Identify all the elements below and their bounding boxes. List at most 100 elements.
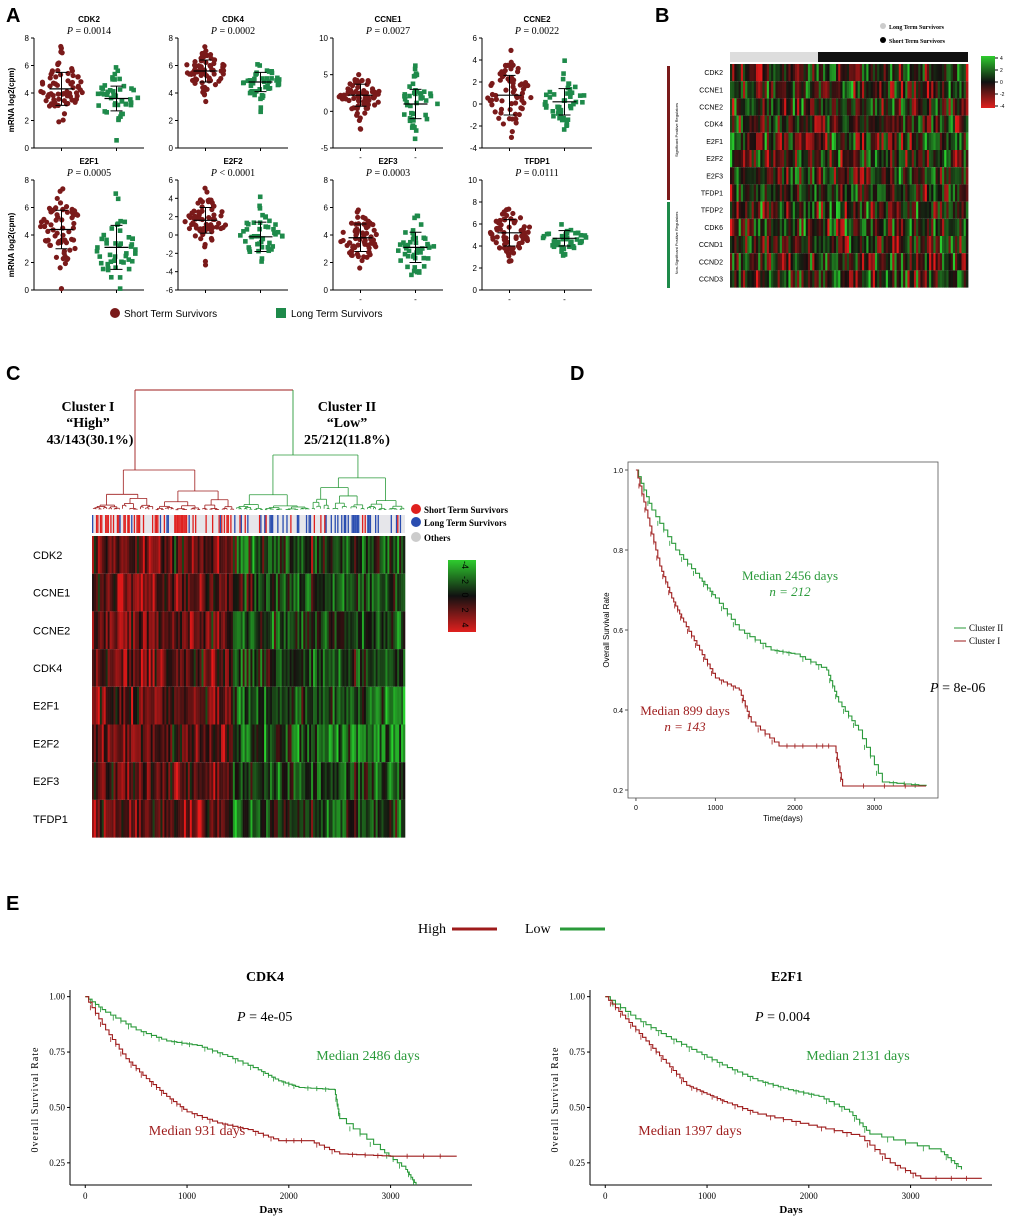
heatmap-cell [929,201,932,219]
heatmap-cell [166,573,169,612]
heatmap-cell [344,611,347,650]
data-point [365,79,371,85]
heatmap-cell [238,649,241,687]
heatmap-cell [790,150,794,168]
heatmap-cell [866,115,869,133]
heatmap-cell [236,649,240,687]
heatmap-cell [758,253,761,271]
heatmap-cell [338,724,341,763]
heatmap-cell [152,611,155,650]
p-value-label: P < 0.0001 [210,168,255,179]
heatmap-cell [816,132,820,150]
heatmap-cell [732,64,735,82]
data-point [274,78,279,83]
heatmap-cell [117,536,120,574]
heatmap-cell [170,724,173,763]
heatmap-cell [164,799,167,838]
heatmap-cell [939,236,943,254]
data-point [192,63,198,70]
heatmap-cell [111,724,114,763]
heatmap-cell [356,799,359,838]
heatmap-cell [395,649,398,687]
legend-long-text: Long Term Survivors [889,25,945,31]
annotation-tick [137,515,139,533]
data-point [70,85,76,91]
heatmap-cell [189,573,193,612]
heatmap-cell [158,536,161,574]
heatmap-cell [961,150,965,168]
heatmap-cell [342,762,345,800]
heatmap-cell [283,573,286,612]
heatmap-cell [131,573,134,612]
heatmap-cell [270,536,273,574]
heatmap-cell [870,64,874,82]
heatmap-cell [892,98,895,116]
heatmap-cell [963,218,967,236]
heatmap-cell [740,81,744,99]
heatmap-cell [948,81,952,99]
heatmap-cell [939,98,943,116]
heatmap-cell [944,218,947,236]
data-point [428,93,434,99]
heatmap-cell [289,649,292,687]
data-point [133,247,138,252]
heatmap-cell [926,64,930,82]
data-point [112,102,118,108]
heatmap-cell [866,64,869,82]
heatmap-cell [232,762,236,800]
heatmap-cell [119,573,122,612]
data-point [78,79,84,85]
data-point [60,186,66,192]
heatmap-cell [777,150,781,168]
heatmap-cell [318,611,322,650]
heatmap-cell [905,98,908,116]
data-point [401,112,407,117]
heatmap-cell [285,724,288,763]
heatmap-cell [766,236,770,254]
annotation-tick [183,515,185,533]
heatmap-cell [823,81,826,99]
legend-low-label: Low [525,922,552,937]
heatmap-cell [868,253,872,271]
data-point [47,242,54,249]
heatmap-cell [174,762,177,800]
heatmap-cell [900,201,904,219]
heatmap-cell [99,536,103,574]
data-point [99,91,105,96]
heatmap-cell [755,270,759,288]
heatmap-cell [324,686,328,725]
heatmap-cell [234,724,238,763]
heatmap-cell [287,799,290,838]
heatmap-cell [833,201,837,219]
heatmap-cell [926,132,930,150]
heatmap-cell [736,184,740,202]
heatmap-cell [816,184,820,202]
heatmap-cell [840,236,843,254]
heatmap-cell [825,218,828,236]
heatmap-cell [898,132,902,150]
data-point [398,258,403,263]
data-point [411,111,416,116]
heatmap-cell [777,167,781,185]
heatmap-cell [955,81,958,99]
data-point [418,96,423,101]
annotation-tick [364,515,366,533]
heatmap-cell [950,201,954,219]
y-tick-label: 2 [473,264,478,273]
data-point [489,102,495,108]
data-point [421,255,427,261]
gene-label-e2f2: E2F2 [706,156,723,163]
heatmap-cell [957,150,960,168]
heatmap-cell [786,236,789,254]
gene-label-tfdp2: TFDP2 [701,208,723,215]
heatmap-cell [97,536,101,574]
y-tick-label: 5 [324,71,329,80]
heatmap-cell [168,536,171,574]
heatmap-cell [154,686,157,725]
heatmap-cell [740,98,744,116]
heatmap-cell [781,201,785,219]
data-point [260,236,265,242]
heatmap-cell [870,218,874,236]
data-point [116,117,121,123]
heatmap-cell [160,686,163,725]
